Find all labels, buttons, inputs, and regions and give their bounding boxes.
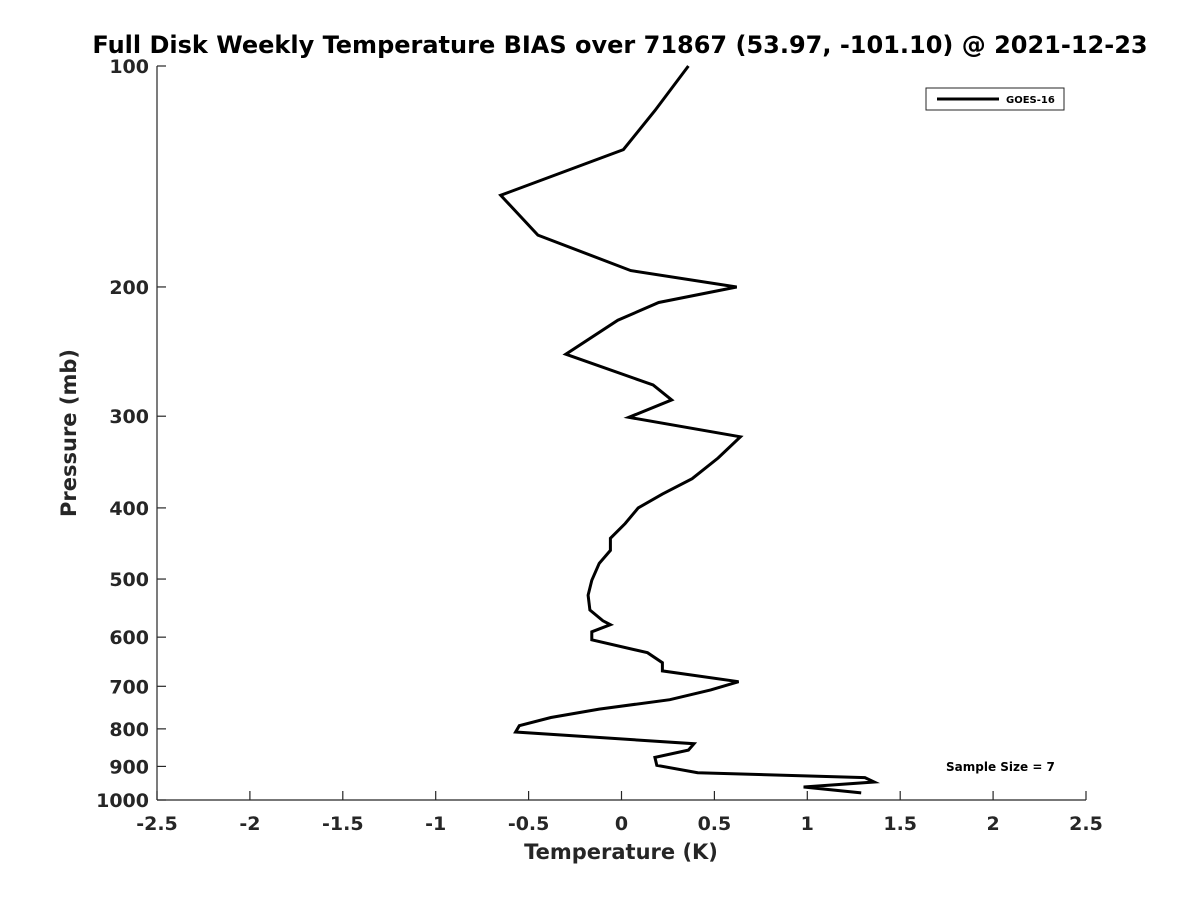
x-ticks: -2.5 -2 -1.5 -1 -0.5 0 0.5 1 1.5 2 2.5 [136,791,1103,835]
x-tick-label: 2.5 [1069,813,1103,835]
y-tick-label: 200 [109,277,149,299]
sample-size-annotation: Sample Size = 7 [946,760,1055,774]
legend: GOES-16 [925,87,1065,111]
x-tick-label: 0.5 [698,813,732,835]
x-tick-label: 0 [615,813,628,835]
x-tick-label: 1.5 [883,813,917,835]
x-tick-label: -2 [239,813,260,835]
y-tick-label: 900 [109,756,149,778]
y-axis-label: Pressure (mb) [57,349,81,517]
x-tick-label: -0.5 [508,813,550,835]
x-axis-label: Temperature (K) [524,840,718,864]
chart-title: Full Disk Weekly Temperature BIAS over 7… [92,31,1147,59]
legend-label-goes-16: GOES-16 [1006,95,1055,106]
y-tick-label: 100 [109,56,149,78]
x-tick-label: 1 [801,813,814,835]
axes [156,66,1086,801]
x-tick-label: -1 [425,813,446,835]
y-tick-label: 800 [109,719,149,741]
y-ticks: 100 200 300 400 500 600 700 800 900 1000 [96,56,166,812]
x-tick-label: 2 [986,813,999,835]
y-tick-label: 300 [109,406,149,428]
y-tick-label: 700 [109,676,149,698]
y-tick-label: 1000 [96,790,149,812]
y-tick-label: 600 [109,627,149,649]
x-tick-label: -2.5 [136,813,178,835]
series-layer [498,65,881,795]
series-line-goes-16 [498,65,881,795]
y-tick-label: 500 [109,569,149,591]
x-tick-label: -1.5 [322,813,364,835]
y-tick-label: 400 [109,498,149,520]
